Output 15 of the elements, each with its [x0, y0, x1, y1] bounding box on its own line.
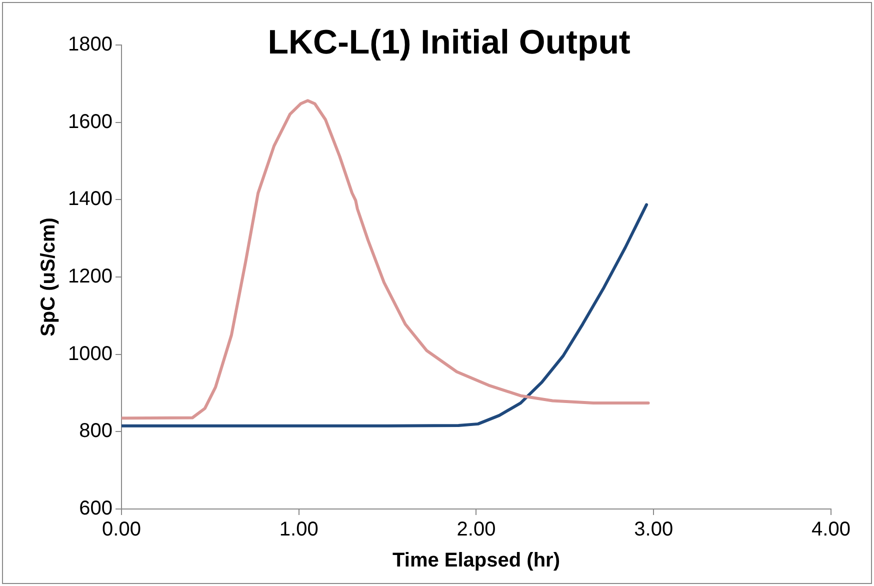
y-tick-label: 600: [79, 498, 112, 520]
x-axis-title: Time Elapsed (hr): [392, 550, 560, 572]
y-axis-title: SpC (uS/cm): [38, 218, 60, 336]
y-tick-label: 1800: [68, 34, 112, 56]
y-tick-label: 1200: [68, 266, 112, 288]
x-tick-label: 3.00: [634, 518, 674, 541]
x-tick-label: 2.00: [456, 518, 496, 541]
y-tick-label: 1000: [68, 342, 112, 365]
y-tick-label: 1600: [68, 110, 112, 133]
y-tick-label: 800: [79, 420, 112, 442]
chart-title: LKC-L(1) Initial Output: [268, 23, 630, 62]
x-tick-label: 4.00: [812, 518, 850, 541]
x-tick-label: 1.00: [279, 518, 318, 541]
x-tick-label: 0.00: [102, 518, 141, 541]
y-tick-label: 1400: [68, 188, 112, 210]
